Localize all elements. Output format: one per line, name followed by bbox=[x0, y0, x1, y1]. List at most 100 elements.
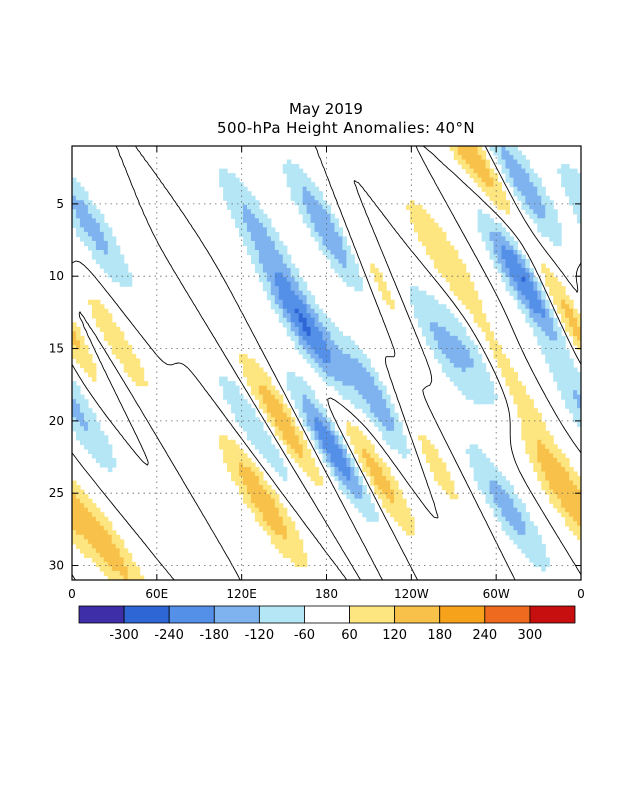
anomaly-cell bbox=[521, 412, 526, 418]
anomaly-cell bbox=[231, 200, 236, 206]
anomaly-cell bbox=[87, 209, 93, 215]
anomaly-cell bbox=[557, 295, 562, 301]
anomaly-cell bbox=[103, 448, 109, 455]
anomaly-cell bbox=[473, 353, 479, 360]
anomaly-cell bbox=[83, 367, 89, 373]
anomaly-cell bbox=[314, 412, 320, 418]
anomaly-cell bbox=[485, 498, 491, 504]
anomaly-cell bbox=[354, 403, 359, 409]
anomaly-cell bbox=[481, 466, 487, 473]
anomaly-cell bbox=[75, 494, 81, 500]
anomaly-cell bbox=[549, 326, 554, 332]
anomaly-cell bbox=[246, 494, 252, 500]
anomaly-cell bbox=[429, 249, 435, 256]
anomaly-cell bbox=[453, 372, 459, 378]
anomaly-cell bbox=[242, 421, 248, 427]
anomaly-cell bbox=[342, 394, 347, 400]
anomaly-cell bbox=[83, 421, 89, 427]
anomaly-cell bbox=[254, 439, 260, 445]
anomaly-cell bbox=[398, 507, 403, 513]
anomaly-cell bbox=[223, 168, 228, 174]
y-tick-label: 30 bbox=[49, 559, 64, 573]
anomaly-cell bbox=[501, 231, 507, 238]
anomaly-cell bbox=[286, 254, 292, 260]
anomaly-cell bbox=[83, 552, 89, 558]
anomaly-cell bbox=[350, 430, 355, 436]
anomaly-cell bbox=[565, 173, 570, 179]
anomaly-cell bbox=[302, 173, 308, 179]
anomaly-cell bbox=[330, 376, 336, 382]
anomaly-cell bbox=[569, 372, 574, 378]
anomaly-cell bbox=[127, 281, 133, 287]
anomaly-cell bbox=[441, 304, 447, 310]
anomaly-cell bbox=[577, 412, 581, 418]
anomaly-cell bbox=[489, 503, 495, 509]
x-tick-label: 120E bbox=[226, 587, 257, 601]
anomaly-cell bbox=[573, 385, 578, 391]
anomaly-cell bbox=[549, 272, 554, 278]
anomaly-cell bbox=[322, 240, 328, 247]
anomaly-cell bbox=[290, 539, 296, 545]
anomaly-cell bbox=[306, 186, 312, 192]
anomaly-cell bbox=[525, 277, 530, 283]
anomaly-cell bbox=[509, 494, 514, 500]
anomaly-cell bbox=[473, 367, 479, 373]
anomaly-cell bbox=[95, 245, 101, 251]
anomaly-cell bbox=[553, 240, 558, 247]
anomaly-cell bbox=[509, 254, 514, 260]
anomaly-cell bbox=[525, 552, 530, 558]
anomaly-cell bbox=[489, 480, 495, 486]
anomaly-cell bbox=[242, 485, 248, 491]
anomaly-cell bbox=[266, 277, 272, 283]
anomaly-cell bbox=[111, 543, 117, 549]
anomaly-cell bbox=[473, 168, 479, 174]
anomaly-cell bbox=[274, 263, 280, 269]
anomaly-cell bbox=[274, 295, 280, 301]
anomaly-cell bbox=[378, 494, 383, 500]
anomaly-cell bbox=[449, 146, 455, 152]
anomaly-cell bbox=[565, 304, 570, 310]
anomaly-cell bbox=[83, 403, 89, 409]
anomaly-cell bbox=[258, 503, 264, 509]
anomaly-cell bbox=[378, 426, 383, 432]
anomaly-cell bbox=[310, 335, 316, 341]
anomaly-cell bbox=[533, 213, 538, 219]
anomaly-cell bbox=[521, 516, 526, 522]
anomaly-cell bbox=[83, 543, 89, 549]
anomaly-cell bbox=[330, 254, 336, 260]
anomaly-cell bbox=[485, 390, 491, 396]
anomaly-cell bbox=[302, 218, 308, 224]
anomaly-cell bbox=[290, 322, 296, 328]
anomaly-cell bbox=[322, 408, 328, 414]
anomaly-cell bbox=[306, 403, 312, 409]
anomaly-cell bbox=[346, 363, 351, 369]
anomaly-cell bbox=[322, 249, 328, 256]
anomaly-cell bbox=[545, 480, 550, 486]
anomaly-cell bbox=[565, 322, 570, 328]
anomaly-cell bbox=[254, 204, 260, 210]
anomaly-cell bbox=[557, 376, 562, 382]
anomaly-cell bbox=[481, 363, 487, 369]
anomaly-cell bbox=[72, 399, 77, 405]
anomaly-cell bbox=[497, 485, 503, 491]
anomaly-cell bbox=[513, 534, 518, 540]
anomaly-cell bbox=[330, 236, 336, 242]
anomaly-cell bbox=[278, 503, 284, 509]
anomaly-cell bbox=[72, 521, 77, 527]
anomaly-cell bbox=[569, 525, 574, 531]
anomaly-cell bbox=[235, 403, 240, 409]
anomaly-cell bbox=[302, 552, 308, 558]
anomaly-cell bbox=[533, 295, 538, 301]
anomaly-cell bbox=[541, 331, 546, 337]
anomaly-cell bbox=[481, 182, 487, 188]
anomaly-cell bbox=[266, 521, 272, 527]
anomaly-cell bbox=[473, 476, 479, 482]
anomaly-cell bbox=[449, 245, 455, 251]
anomaly-cell bbox=[398, 444, 403, 450]
anomaly-cell bbox=[330, 222, 336, 228]
anomaly-cell bbox=[103, 453, 109, 459]
anomaly-cell bbox=[139, 376, 145, 382]
anomaly-cell bbox=[254, 259, 260, 265]
anomaly-cell bbox=[294, 195, 300, 201]
anomaly-cell bbox=[294, 557, 300, 563]
